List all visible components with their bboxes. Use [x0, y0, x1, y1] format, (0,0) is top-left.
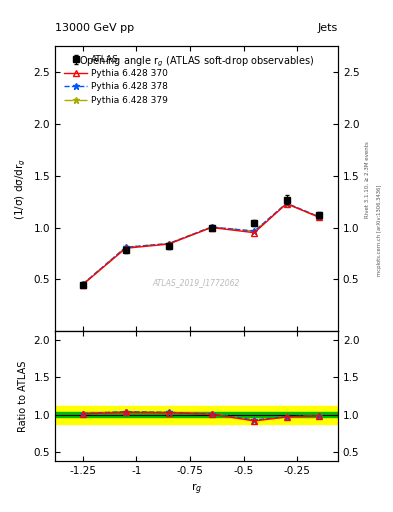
- Pythia 6.428 379: [123, 244, 128, 250]
- X-axis label: r$_g$: r$_g$: [191, 481, 202, 497]
- Legend: ATLAS, Pythia 6.428 370, Pythia 6.428 378, Pythia 6.428 379: ATLAS, Pythia 6.428 370, Pythia 6.428 37…: [61, 52, 172, 109]
- Y-axis label: Ratio to ATLAS: Ratio to ATLAS: [18, 360, 28, 432]
- Bar: [55, 406, 338, 423]
- Pythia 6.428 370: [81, 282, 85, 288]
- Text: mcplots.cern.ch [arXiv:1306.3436]: mcplots.cern.ch [arXiv:1306.3436]: [377, 185, 382, 276]
- Text: Opening angle r$_g$ (ATLAS soft-drop observables): Opening angle r$_g$ (ATLAS soft-drop obs…: [79, 55, 314, 69]
- Pythia 6.428 370: [166, 241, 171, 247]
- Pythia 6.428 370: [209, 224, 214, 230]
- Pythia 6.428 370: [284, 201, 289, 207]
- Line: Pythia 6.428 378: Pythia 6.428 378: [79, 200, 322, 288]
- Pythia 6.428 379: [252, 228, 257, 234]
- Text: Jets: Jets: [318, 23, 338, 33]
- Pythia 6.428 378: [284, 200, 289, 206]
- Bar: [55, 412, 338, 417]
- Line: Pythia 6.428 370: Pythia 6.428 370: [80, 201, 321, 287]
- Pythia 6.428 370: [123, 245, 128, 251]
- Pythia 6.428 379: [166, 241, 171, 247]
- Text: 13000 GeV pp: 13000 GeV pp: [55, 23, 134, 33]
- Text: Rivet 3.1.10, ≥ 2.3M events: Rivet 3.1.10, ≥ 2.3M events: [365, 141, 370, 218]
- Pythia 6.428 378: [166, 241, 171, 247]
- Pythia 6.428 378: [252, 228, 257, 234]
- Pythia 6.428 378: [209, 224, 214, 230]
- Pythia 6.428 379: [316, 214, 321, 220]
- Pythia 6.428 379: [284, 201, 289, 207]
- Pythia 6.428 378: [316, 214, 321, 220]
- Pythia 6.428 378: [123, 244, 128, 250]
- Pythia 6.428 370: [252, 229, 257, 236]
- Pythia 6.428 378: [81, 281, 85, 287]
- Line: Pythia 6.428 379: Pythia 6.428 379: [79, 200, 322, 288]
- Pythia 6.428 379: [209, 224, 214, 230]
- Y-axis label: (1/σ) dσ/dr$_g$: (1/σ) dσ/dr$_g$: [14, 158, 28, 220]
- Pythia 6.428 379: [81, 281, 85, 287]
- Text: ATLAS_2019_I1772062: ATLAS_2019_I1772062: [153, 278, 240, 287]
- Pythia 6.428 370: [316, 214, 321, 220]
